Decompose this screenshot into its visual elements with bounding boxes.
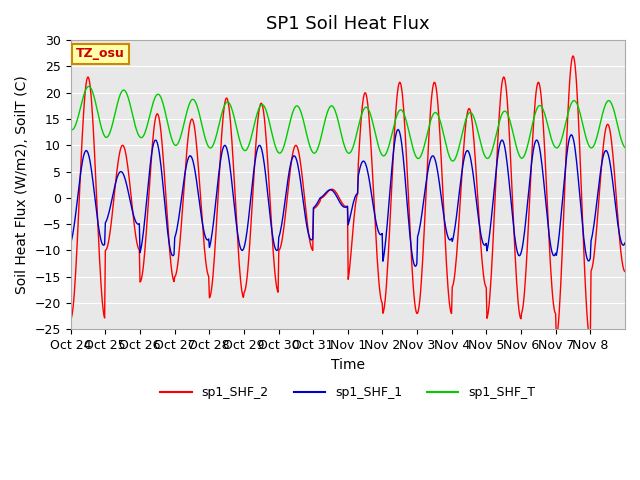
sp1_SHF_1: [438, 195, 445, 201]
sp1_SHF_1: [394, 127, 402, 132]
sp1_SHF_T: [437, 120, 445, 126]
sp1_SHF_2: [586, 337, 594, 343]
sp1_SHF_T: [406, 132, 413, 138]
Y-axis label: Soil Heat Flux (W/m2), SoilT (C): Soil Heat Flux (W/m2), SoilT (C): [15, 75, 29, 294]
sp1_SHF_T: [262, 107, 269, 112]
sp1_SHF_1: [132, 218, 140, 224]
sp1_SHF_2: [132, 233, 140, 239]
sp1_SHF_T: [67, 126, 74, 132]
sp1_SHF_1: [621, 240, 629, 246]
sp1_SHF_T: [132, 127, 140, 132]
sp1_SHF_2: [621, 269, 629, 275]
sp1_SHF_T: [234, 132, 242, 138]
sp1_SHF_2: [261, 122, 269, 128]
sp1_SHF_1: [412, 264, 419, 269]
Line: sp1_SHF_T: sp1_SHF_T: [70, 86, 625, 161]
sp1_SHF_1: [67, 240, 74, 246]
sp1_SHF_1: [406, 229, 413, 235]
Line: sp1_SHF_2: sp1_SHF_2: [70, 56, 625, 340]
sp1_SHF_1: [282, 191, 290, 196]
sp1_SHF_T: [85, 84, 93, 89]
sp1_SHF_2: [282, 206, 290, 212]
sp1_SHF_T: [449, 158, 457, 164]
sp1_SHF_2: [67, 316, 74, 322]
sp1_SHF_T: [283, 133, 291, 139]
Text: TZ_osu: TZ_osu: [76, 48, 125, 60]
Line: sp1_SHF_1: sp1_SHF_1: [70, 130, 625, 266]
sp1_SHF_1: [234, 231, 241, 237]
sp1_SHF_2: [405, 204, 413, 210]
sp1_SHF_T: [621, 144, 629, 150]
sp1_SHF_1: [261, 167, 269, 173]
sp1_SHF_2: [234, 237, 241, 242]
sp1_SHF_2: [569, 53, 577, 59]
Title: SP1 Soil Heat Flux: SP1 Soil Heat Flux: [266, 15, 429, 33]
Legend: sp1_SHF_2, sp1_SHF_1, sp1_SHF_T: sp1_SHF_2, sp1_SHF_1, sp1_SHF_T: [156, 381, 540, 404]
X-axis label: Time: Time: [331, 358, 365, 372]
sp1_SHF_2: [436, 133, 444, 139]
